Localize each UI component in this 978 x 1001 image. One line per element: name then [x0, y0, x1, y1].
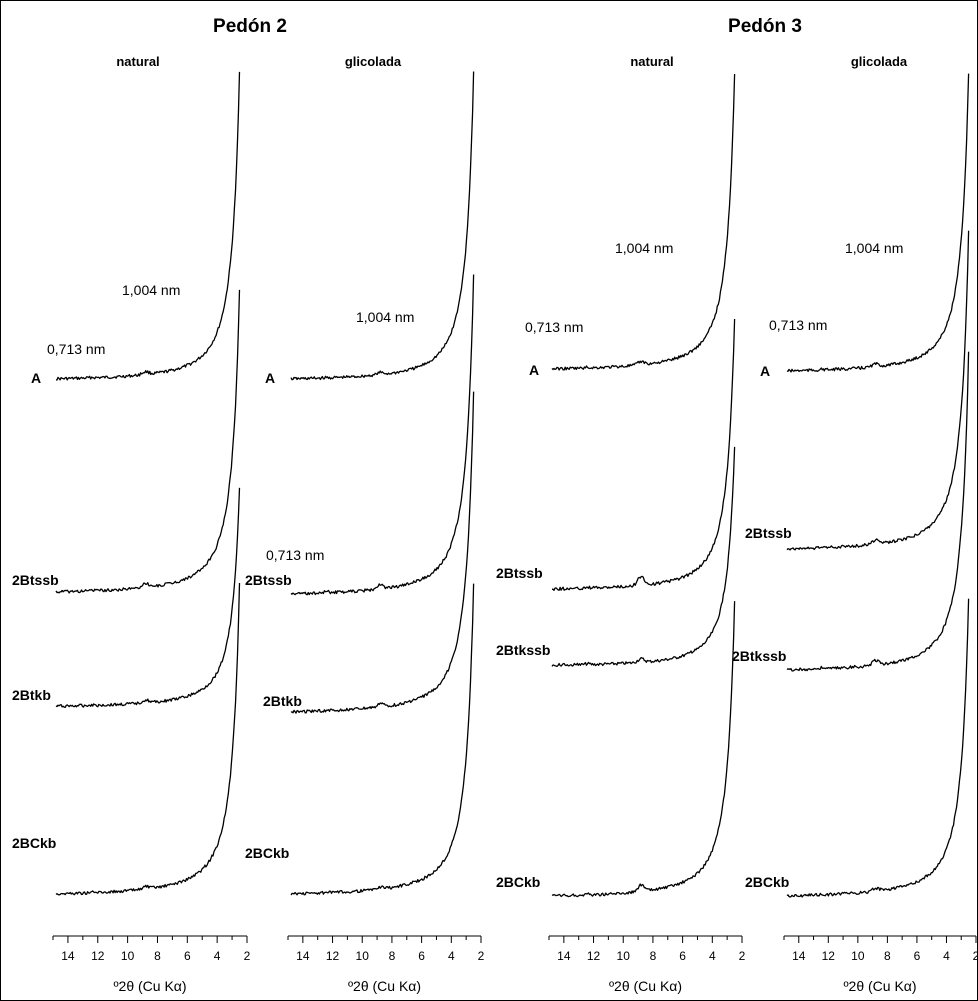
trace-p2g-2btssb — [290, 274, 475, 596]
peak-label-1004-p2g: 1,004 nm — [356, 309, 414, 325]
hz-label-p3g-2: 2Btkssb — [732, 648, 786, 664]
pedon2-title: Pedón 2 — [213, 16, 287, 37]
hz-label-p3n-0: A — [529, 362, 539, 378]
hz-label-p2g-1: 2Btssb — [245, 572, 292, 588]
x-tick-label: 8 — [884, 949, 891, 963]
pedon3-title: Pedón 3 — [728, 16, 802, 37]
x-tick-label: 8 — [389, 949, 396, 963]
trace-p2n-2btssb — [55, 289, 241, 594]
trace-p2g-a — [290, 71, 475, 381]
x-tick-label: 2 — [478, 949, 485, 963]
trace-p2g-2btkb — [290, 391, 475, 714]
trace-p2n-2bckb — [55, 582, 241, 896]
x-axis-label: º2θ (Cu Kα) — [609, 978, 682, 994]
hz-label-p2g-2: 2Btkb — [263, 693, 302, 709]
x-tick-label: 6 — [679, 949, 686, 963]
x-tick-label: 2 — [739, 949, 746, 963]
panel-title-p3-natural: natural — [630, 54, 673, 69]
x-tick-label: 8 — [650, 949, 657, 963]
x-tick-label: 12 — [822, 949, 836, 963]
trace-p3g-a — [786, 73, 970, 373]
x-tick-label: 12 — [587, 949, 601, 963]
peak-label-1004-p2n: 1,004 nm — [122, 282, 180, 298]
hz-label-p3g-0: A — [760, 363, 770, 379]
x-tick-label: 10 — [356, 949, 370, 963]
x-tick-label: 2 — [244, 949, 251, 963]
peak-label-0713-p3n: 0,713 nm — [525, 319, 583, 335]
x-tick-label: 4 — [448, 949, 455, 963]
x-tick-label: 4 — [943, 949, 950, 963]
x-tick-label: 14 — [557, 949, 571, 963]
x-tick-label: 14 — [296, 949, 310, 963]
x-tick-label: 12 — [326, 949, 340, 963]
trace-p2g-2bckb — [290, 583, 475, 896]
x-tick-label: 14 — [61, 949, 75, 963]
hz-label-p2g-3: 2BCkb — [245, 845, 289, 861]
hz-label-p2n-1: 2Btssb — [12, 572, 59, 588]
trace-p3g-2btkssb — [786, 351, 970, 672]
trace-p3g-2btssb — [786, 230, 970, 551]
trace-p3n-2btkssb — [551, 446, 736, 668]
peak-label-1004-p3g: 1,004 nm — [845, 240, 903, 256]
x-tick-label: 4 — [214, 949, 221, 963]
panel-title-p2-glicolada: glicolada — [345, 54, 402, 69]
x-axis-label: º2θ (Cu Kα) — [843, 978, 916, 994]
trace-p2n-a — [55, 71, 241, 381]
peak-label-1004-p3n: 1,004 nm — [615, 240, 673, 256]
hz-label-p2n-2: 2Btkb — [12, 687, 51, 703]
x-tick-label: 10 — [121, 949, 135, 963]
peak-label-0713-p2g: 0,713 nm — [266, 547, 324, 563]
x-tick-label: 4 — [709, 949, 716, 963]
x-tick-label: 6 — [184, 949, 191, 963]
x-tick-label: 10 — [617, 949, 631, 963]
peak-label-0713-p3g: 0,713 nm — [769, 317, 827, 333]
panel-title-p3-glicolada: glicolada — [851, 54, 908, 69]
trace-p2n-2btkb — [55, 487, 241, 709]
hz-label-p2n-3: 2BCkb — [12, 835, 56, 851]
x-tick-label: 2 — [973, 949, 978, 963]
x-tick-label: 6 — [418, 949, 425, 963]
trace-p3g-2bckb — [786, 598, 970, 898]
hz-label-p3g-3: 2BCkb — [745, 874, 789, 890]
x-tick-label: 8 — [154, 949, 161, 963]
x-tick-label: 14 — [792, 949, 806, 963]
x-tick-label: 6 — [914, 949, 921, 963]
hz-label-p3n-3: 2BCkb — [496, 874, 540, 890]
hz-label-p2n-0: A — [31, 370, 41, 386]
hz-label-p2g-0: A — [265, 370, 275, 386]
trace-p3n-2bckb — [551, 601, 736, 898]
panel-title-p2-natural: natural — [116, 54, 159, 69]
hz-label-p3n-2: 2Btkssb — [496, 642, 550, 658]
trace-p3n-a — [551, 73, 736, 371]
x-tick-label: 12 — [91, 949, 105, 963]
hz-label-p3g-1: 2Btssb — [745, 525, 792, 541]
x-axis-label: º2θ (Cu Kα) — [348, 978, 421, 994]
trace-p3n-2btssb — [551, 318, 736, 591]
peak-label-0713-p2n: 0,713 nm — [47, 341, 105, 357]
hz-label-p3n-1: 2Btssb — [496, 565, 543, 581]
x-tick-label: 10 — [851, 949, 865, 963]
x-axis-label: º2θ (Cu Kα) — [113, 978, 186, 994]
